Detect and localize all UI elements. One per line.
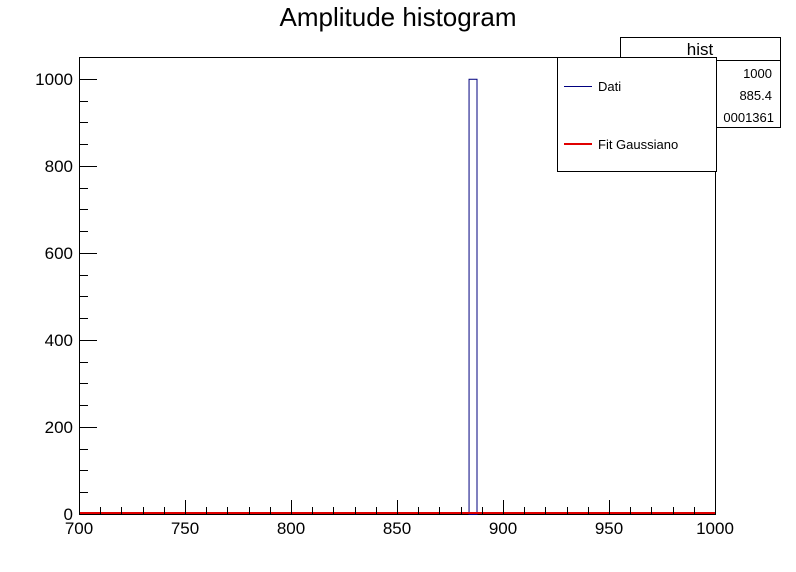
- y-tick-label-200: 200: [45, 418, 73, 437]
- legend: Dati Fit Gaussiano: [557, 57, 717, 172]
- plot-frame: [79, 57, 716, 515]
- legend-swatch-dati: [564, 85, 592, 87]
- y-tick-label-800: 800: [45, 157, 73, 176]
- histogram-bin-0: [468, 78, 478, 515]
- y-tick-label-600: 600: [45, 244, 73, 263]
- stats-mean-value: 885.4: [739, 88, 772, 103]
- legend-swatch-fit: [564, 143, 592, 145]
- x-tick-label-800: 800: [277, 519, 305, 538]
- chart-title: Amplitude histogram: [279, 2, 517, 32]
- x-tick-label-750: 750: [171, 519, 199, 538]
- stats-box-name: hist: [687, 40, 714, 59]
- x-tick-label-900: 900: [489, 519, 517, 538]
- stats-stddev-value: 0001361: [723, 110, 774, 125]
- y-tick-label-400: 400: [45, 331, 73, 350]
- x-tick-label-950: 950: [595, 519, 623, 538]
- legend-item-dati: Dati: [564, 76, 621, 96]
- legend-label-dati: Dati: [598, 78, 622, 94]
- x-tick-label-850: 850: [383, 519, 411, 538]
- y-tick-label-0: 0: [64, 505, 73, 524]
- x-tick-label-700: 700: [65, 519, 93, 538]
- legend-item-fit: Fit Gaussiano: [564, 134, 678, 154]
- legend-label-fit: Fit Gaussiano: [598, 136, 679, 152]
- x-tick-label-1000: 1000: [696, 519, 734, 538]
- stats-entries-value: 1000: [743, 66, 772, 81]
- y-tick-label-1000: 1000: [35, 70, 73, 89]
